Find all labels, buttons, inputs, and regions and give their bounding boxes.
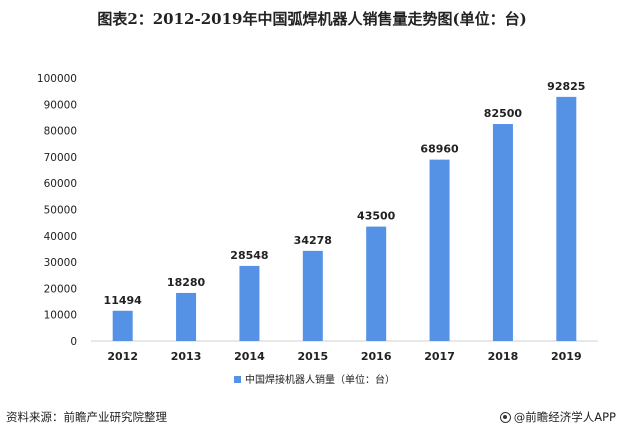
y-tick-label: 60000 (44, 178, 77, 190)
brand-credit: @前瞻经济学人APP (499, 409, 616, 425)
data-label: 68960 (420, 143, 459, 156)
x-tick-label: 2012 (107, 350, 138, 363)
x-tick-label: 2016 (361, 350, 392, 363)
data-label: 43500 (357, 210, 396, 223)
legend-label: 中国焊接机器人销量（单位：台） (245, 373, 395, 386)
data-label: 92825 (547, 80, 585, 93)
bar (366, 226, 387, 341)
bar (112, 310, 133, 341)
x-tick-label: 2018 (488, 350, 519, 363)
data-label: 18280 (167, 276, 206, 289)
y-tick-label: 50000 (44, 205, 77, 217)
data-label: 82500 (484, 107, 523, 120)
y-tick-label: 90000 (44, 99, 77, 111)
x-tick-label: 2014 (234, 350, 265, 363)
bar (429, 159, 450, 341)
bar (302, 250, 323, 341)
x-tick-label: 2017 (424, 350, 455, 363)
brand-logo-icon (499, 411, 511, 423)
y-tick-label: 80000 (44, 126, 77, 138)
bar (176, 292, 197, 341)
source-note: 资料来源：前瞻产业研究院整理 (6, 410, 167, 424)
y-tick-label: 70000 (44, 152, 77, 164)
y-tick-label: 30000 (44, 257, 77, 269)
bar (556, 96, 577, 342)
x-tick-label: 2013 (171, 350, 202, 363)
bar (239, 265, 260, 341)
y-tick-label: 10000 (44, 310, 77, 322)
x-tick-label: 2015 (298, 350, 329, 363)
y-tick-label: 100000 (37, 73, 77, 85)
y-tick-label: 0 (70, 336, 77, 348)
y-tick-label: 20000 (44, 283, 77, 295)
bar-chart: 0 10000 20000 30000 40000 50000 60000 70000 8000… (37, 73, 598, 386)
brand-label: @前瞻经济学人APP (513, 410, 616, 424)
chart-title: 图表2：2012-2019年中国弧焊机器人销售量走势图(单位：台) (97, 10, 527, 28)
y-tick-label: 40000 (44, 231, 77, 243)
legend-swatch (234, 376, 241, 383)
data-label: 11494 (104, 294, 143, 307)
x-tick-label: 2019 (551, 350, 582, 363)
bar (492, 124, 513, 342)
data-label: 34278 (294, 234, 332, 247)
data-label: 28548 (230, 249, 268, 262)
